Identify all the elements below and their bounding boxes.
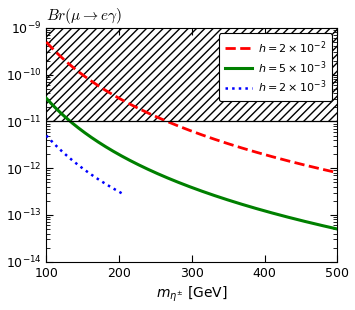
Text: $Br(\mu \rightarrow e\gamma)$: $Br(\mu \rightarrow e\gamma)$ — [47, 6, 122, 25]
Legend: $h = 2 \times 10^{-2}$, $h = 5 \times 10^{-3}$, $h = 2 \times 10^{-3}$: $h = 2 \times 10^{-2}$, $h = 5 \times 10… — [219, 33, 332, 101]
X-axis label: $m_{\eta^{\pm}}\ [\mathrm{GeV}]$: $m_{\eta^{\pm}}\ [\mathrm{GeV}]$ — [156, 285, 228, 304]
